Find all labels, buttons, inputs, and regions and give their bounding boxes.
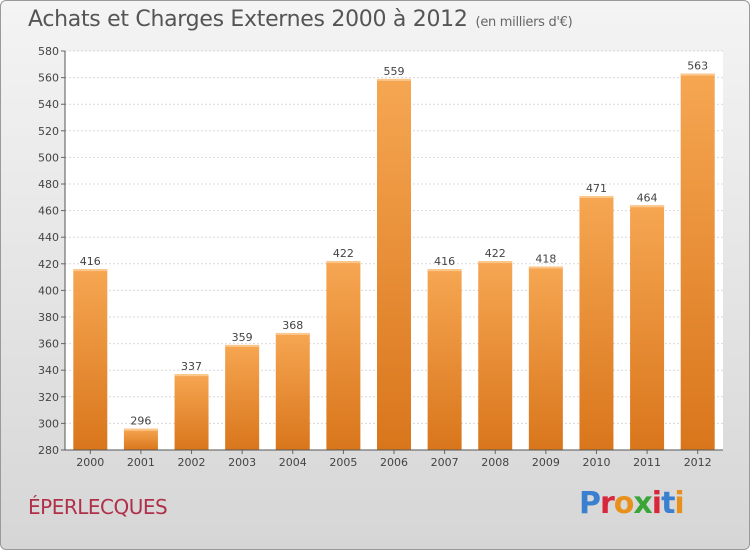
proxiti-logo: Proxiti — [579, 486, 685, 521]
y-tick-label: 380 — [38, 311, 59, 324]
chart-unit: (en milliers d'€) — [475, 15, 573, 30]
x-tick-label: 2002 — [178, 456, 206, 469]
bar-highlight — [174, 374, 209, 377]
chart-title: Achats et Charges Externes 2000 à 2012 (e… — [28, 7, 573, 32]
y-tick-label: 560 — [38, 72, 59, 85]
bar-highlight — [630, 205, 665, 208]
bar — [630, 205, 665, 450]
data-label: 416 — [434, 255, 455, 268]
x-tick-label: 2005 — [329, 456, 357, 469]
data-label: 359 — [232, 331, 253, 344]
data-label: 368 — [282, 319, 303, 332]
x-tick-label: 2008 — [481, 456, 509, 469]
bar-highlight — [326, 261, 361, 264]
y-tick-label: 580 — [38, 45, 59, 58]
bar-highlight — [123, 428, 158, 431]
x-tick-label: 2001 — [127, 456, 155, 469]
bar-highlight — [73, 269, 108, 272]
data-label: 416 — [80, 255, 101, 268]
x-tick-label: 2007 — [431, 456, 459, 469]
bar-highlight — [528, 266, 563, 269]
bar — [377, 78, 411, 451]
chart-title-text: Achats et Charges Externes 2000 à 2012 — [28, 7, 468, 32]
bar — [579, 195, 614, 450]
y-tick-label: 460 — [38, 205, 59, 218]
x-tick-label: 2011 — [633, 456, 661, 469]
data-label: 464 — [637, 191, 658, 204]
y-tick-label: 300 — [38, 417, 59, 430]
data-label: 422 — [485, 247, 506, 260]
bar — [73, 269, 108, 450]
y-tick-label: 340 — [38, 364, 59, 377]
data-label: 471 — [586, 182, 607, 195]
data-label: 422 — [333, 247, 354, 260]
y-tick-label: 320 — [38, 391, 59, 404]
bar-highlight — [377, 78, 411, 81]
y-tick-label: 420 — [38, 258, 59, 271]
y-tick-label: 520 — [38, 125, 59, 138]
bar — [326, 261, 361, 450]
bar — [680, 73, 715, 451]
commune-name: ÉPERLECQUES — [28, 495, 168, 519]
y-tick-label: 360 — [38, 338, 59, 351]
bar-highlight — [427, 269, 462, 272]
bar — [225, 344, 260, 450]
y-tick-label: 280 — [38, 444, 59, 457]
data-label: 559 — [384, 65, 405, 78]
bar — [427, 269, 462, 450]
x-tick-label: 2012 — [684, 456, 712, 469]
bar-highlight — [225, 344, 260, 347]
data-label: 563 — [687, 60, 708, 73]
bar — [275, 332, 310, 450]
bar-highlight — [275, 332, 310, 335]
x-tick-label: 2003 — [228, 456, 256, 469]
y-tick-label: 440 — [38, 231, 59, 244]
y-tick-label: 540 — [38, 98, 59, 111]
data-label: 337 — [181, 360, 202, 373]
y-tick-label: 480 — [38, 178, 59, 191]
x-tick-label: 2000 — [76, 456, 104, 469]
x-tick-label: 2010 — [582, 456, 610, 469]
bar — [478, 261, 513, 450]
bar — [528, 266, 563, 450]
y-tick-label: 500 — [38, 151, 59, 164]
bar-highlight — [478, 261, 513, 264]
data-label: 296 — [130, 415, 151, 428]
x-tick-label: 2006 — [380, 456, 408, 469]
bar — [123, 428, 158, 450]
x-tick-label: 2009 — [532, 456, 560, 469]
data-label: 418 — [535, 252, 556, 265]
bar-highlight — [579, 195, 614, 198]
x-tick-label: 2004 — [279, 456, 307, 469]
y-tick-label: 400 — [38, 284, 59, 297]
bar — [174, 374, 209, 450]
bar-highlight — [680, 73, 715, 76]
